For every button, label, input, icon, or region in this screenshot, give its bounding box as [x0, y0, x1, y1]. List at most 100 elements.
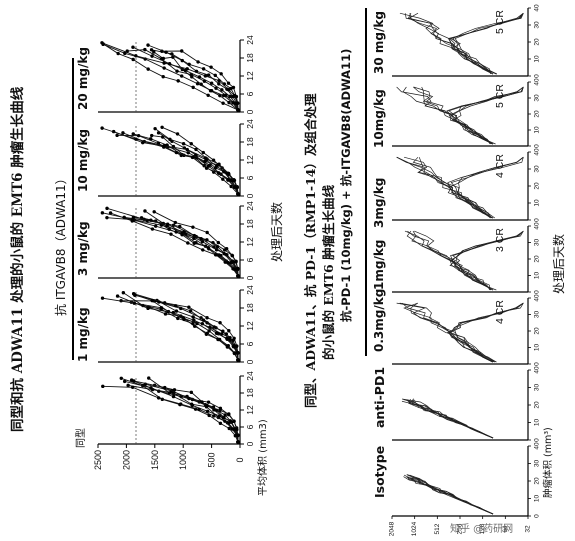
figure-top-tumor-point — [150, 133, 154, 138]
figure-top-tumor-curve — [124, 380, 239, 443]
figure-top-tumor-point — [218, 321, 222, 325]
figure-top-tumor-point — [232, 336, 236, 341]
figure-bottom-tumor-curve — [450, 230, 524, 291]
figure-top-tumor-point — [218, 408, 222, 413]
figure-bottom-tumor-curve — [412, 156, 491, 219]
figure-top-tumor-point — [201, 67, 206, 71]
figure-bottom-day-tick-label: 40 — [534, 78, 541, 86]
figure-bottom-day-tick-label: 10 — [534, 344, 541, 352]
figure-top-tumor-point — [180, 58, 184, 63]
figure-top-tumor-point — [159, 306, 164, 310]
figure-top-tumor-curve — [158, 301, 239, 361]
figure-top-tumor-point — [183, 68, 188, 73]
figure-top-tumor-point — [146, 43, 150, 47]
figure-top-tumor-point — [189, 142, 193, 146]
figure-top-tumor-point — [229, 178, 234, 183]
figure-bottom-day-tick-label: 30 — [534, 384, 541, 392]
figure-bottom-volume-tick-label: 1024 — [411, 521, 418, 536]
figure-top-tumor-point — [212, 245, 216, 249]
figure-top-day-tick-label: 0 — [245, 359, 255, 364]
figure-top-tumor-point — [187, 396, 191, 401]
figure-bottom-day-tick-label: 20 — [534, 38, 541, 46]
figure-bottom-tumor-curve — [446, 86, 524, 145]
figure-top-tumor-point — [121, 131, 125, 135]
figure-bottom-day-tick-label: 10 — [534, 419, 541, 427]
figure-top-tumor-point — [181, 142, 186, 146]
figure-top-tumor-point — [153, 224, 158, 228]
figure-top-tumor-point — [200, 321, 205, 326]
figure-top-tumor-point — [221, 101, 225, 105]
figure-top-day-tick-label: 18 — [245, 53, 255, 63]
figure-top-day-tick-label: 18 — [245, 137, 255, 147]
figure-top-tumor-curve — [102, 385, 239, 443]
figure-bottom-tumor-curve — [396, 156, 492, 219]
figure-bottom-tumor-curve — [447, 12, 524, 75]
figure-top-tumor-point — [233, 185, 237, 189]
figure-top-tumor-point — [203, 156, 208, 160]
figure-bottom-tumor-curve — [450, 156, 524, 219]
figure-top-tumor-curve — [102, 297, 239, 361]
figure-bottom-tumor-curve — [410, 302, 497, 363]
figure-top-tumor-point — [205, 403, 209, 408]
figure-top-tumor-point — [162, 144, 166, 148]
figure-top-tumor-point — [152, 50, 156, 54]
figure-bottom-volume-tick-label: 512 — [434, 523, 441, 534]
figure-top-tumor-point — [199, 236, 203, 241]
figure-top-tumor-point — [235, 351, 239, 355]
figure-top-tumor-point — [100, 296, 105, 300]
figure-top-tumor-point — [150, 227, 155, 231]
figure-bottom-panel-4: 0 10 20 30 40 4 CR — [392, 148, 541, 222]
figure-top-day-tick-label: 6 — [245, 257, 255, 262]
figure-top-tumor-point — [227, 100, 231, 105]
figure-top-tumor-point — [191, 225, 195, 229]
figure-top-tumor-point — [164, 50, 168, 54]
figure-top-tumor-point — [131, 57, 135, 62]
figure-top-tumor-point — [100, 126, 104, 130]
figure-top-tumor-curve — [153, 51, 239, 111]
figure-top-tumor-point — [224, 93, 228, 97]
figure-bottom-day-tick-label: 20 — [534, 327, 541, 335]
figure-bottom-day-tick-label: 10 — [534, 495, 541, 503]
figure-top-tumor-point — [204, 332, 209, 336]
figure-top-tumor-curve — [148, 377, 239, 443]
figure-bottom-day-tick-label: 20 — [534, 401, 541, 409]
figure-top-tumor-point — [225, 336, 229, 341]
figure-top-tumor-point — [122, 379, 127, 384]
figure-top-tumor-point — [146, 67, 150, 71]
figure-top-tumor-point — [227, 426, 231, 431]
figure-top-tumor-point — [175, 132, 180, 136]
figure-top-tumor-point — [143, 47, 147, 52]
figure-top-day-tick-label: 24 — [245, 35, 255, 45]
figure-bottom-day-tick-label: 40 — [534, 148, 541, 156]
figure-top-tumor-curve — [133, 380, 239, 443]
figure-bottom-tumor-curve — [452, 86, 524, 145]
figure-top-tumor-point — [206, 246, 210, 250]
figure-top-tumor-point — [217, 78, 221, 83]
figure-top-tumor-point — [206, 73, 211, 77]
figure-top-tumor-point — [235, 427, 239, 432]
figure-bottom-tumor-curve — [452, 13, 524, 75]
figure-top-tumor-point — [221, 416, 226, 420]
figure-top-tumor-point — [100, 211, 105, 215]
figure-top-tumor-point — [232, 267, 237, 271]
figure-bottom-tumor-curve — [448, 86, 524, 145]
figure-top-tumor-point — [125, 49, 129, 53]
figure-bottom-day-tick-label: 30 — [534, 311, 541, 319]
figure-top-tumor-point — [212, 414, 216, 418]
figure-top-tumor-point — [190, 155, 195, 160]
figure-top-tumor-point — [108, 211, 113, 215]
figure-bottom-tumor-curve — [452, 230, 524, 291]
figure-top-day-tick-label: 6 — [245, 424, 255, 429]
figure-bottom-day-tick-label: 0 — [534, 144, 541, 148]
figure-bottom-tumor-curve — [403, 476, 494, 515]
figure-top-tumor-curve — [127, 49, 239, 111]
figure-top-tumor-point — [227, 329, 231, 333]
figure-top-panel-3: 0 6 12 18 24 — [98, 119, 255, 198]
figure-top-tumor-point — [189, 390, 194, 395]
figure-bottom-tumor-curve — [399, 302, 495, 363]
figure-top-tumor-point — [221, 177, 225, 181]
figure-top-tumor-curve — [154, 128, 239, 195]
figure-top-tumor-point — [206, 93, 210, 97]
figure-bottom-tumor-curve — [402, 86, 492, 145]
figure-top-tumor-point — [163, 312, 168, 316]
